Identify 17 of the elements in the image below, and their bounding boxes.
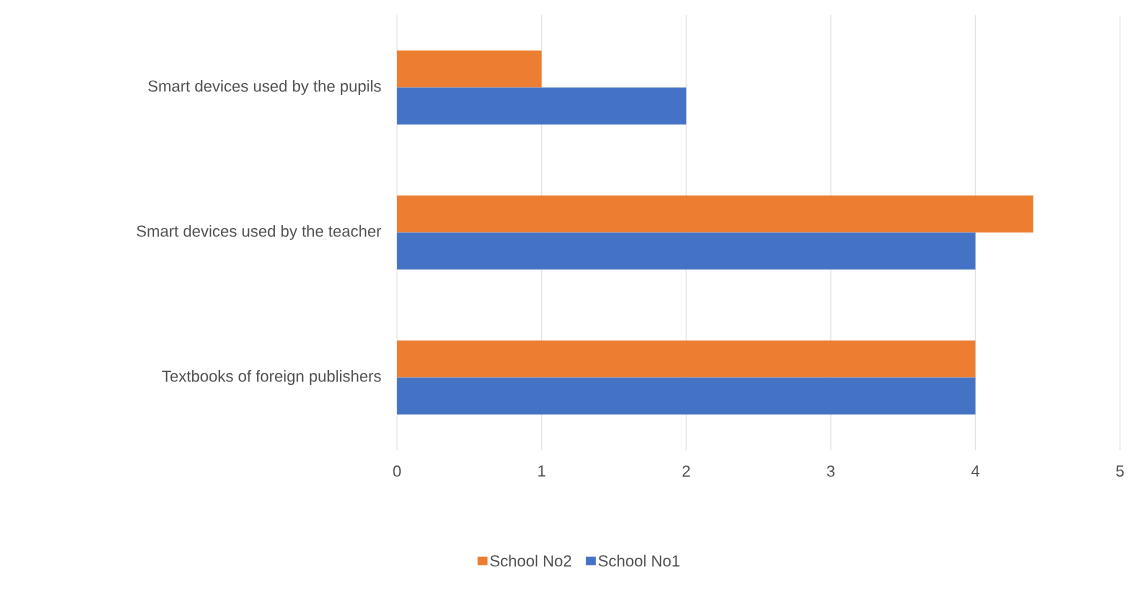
x-tick-label: 5	[1116, 465, 1124, 477]
bar	[397, 87, 687, 125]
legend-label: School No1	[598, 554, 680, 567]
y-tick-label: Textbooks of foreign publishers	[162, 370, 381, 385]
bar	[397, 195, 1034, 233]
bar	[397, 232, 976, 270]
bar	[397, 377, 976, 415]
x-tick-label: 1	[538, 465, 546, 477]
y-tick-label: Smart devices used by the pupils	[148, 80, 381, 95]
legend-label: School No2	[490, 554, 572, 567]
x-tick-label: 3	[826, 465, 835, 477]
x-tick-label: 0	[393, 465, 401, 477]
bar	[397, 340, 976, 378]
bar	[397, 50, 542, 88]
y-tick-label: Smart devices used by the teacher	[136, 225, 382, 240]
x-tick-label: 2	[682, 465, 690, 477]
x-tick-label: 4	[971, 465, 980, 477]
